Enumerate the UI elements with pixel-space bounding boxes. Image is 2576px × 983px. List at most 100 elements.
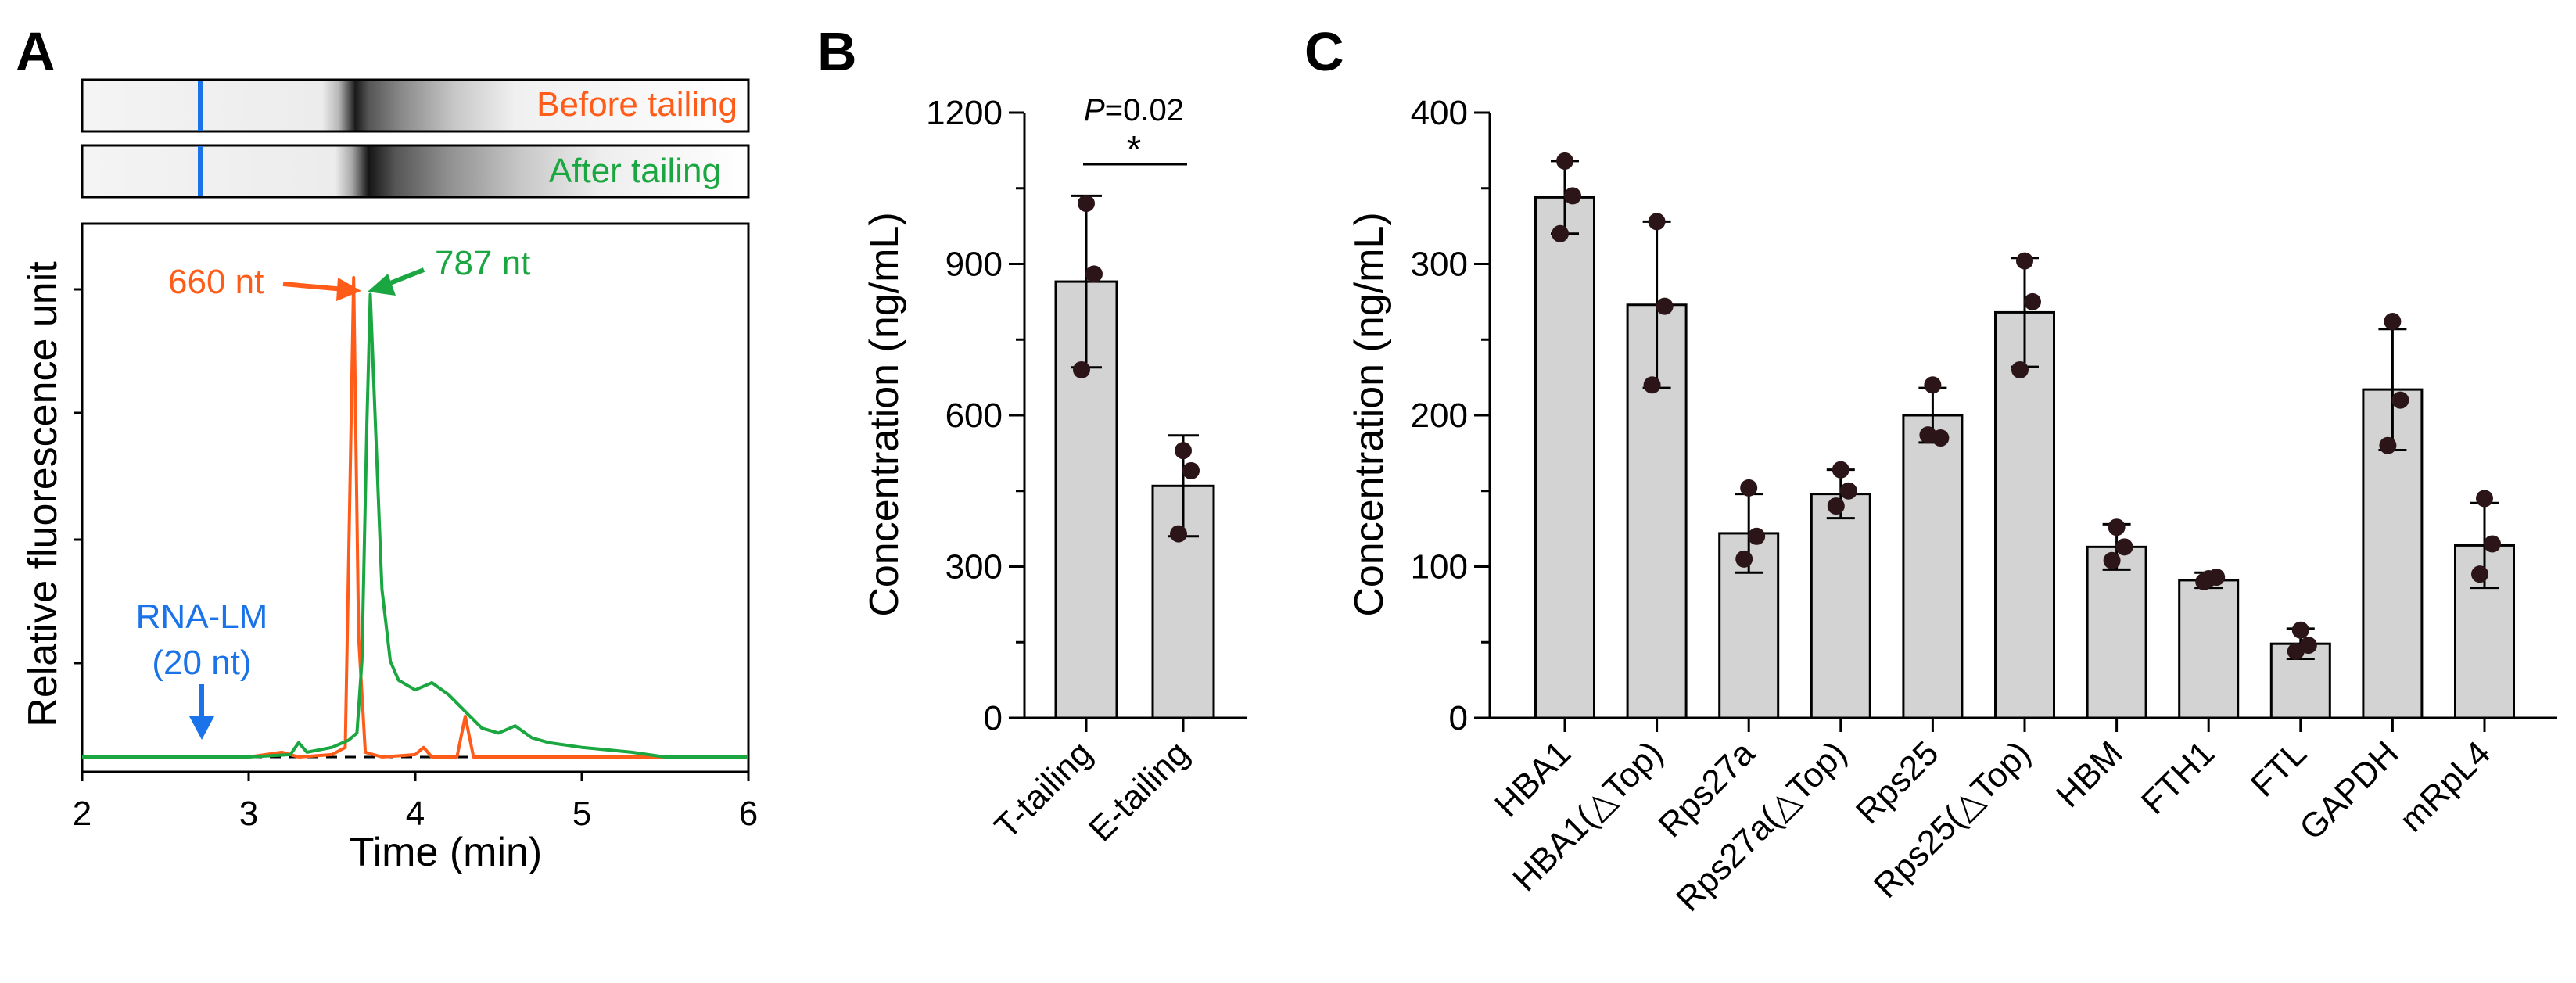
x-tick-label: mRpL4 bbox=[2392, 734, 2498, 839]
data-point bbox=[2476, 490, 2493, 508]
plot-b-ylabel: Concentration (ng/mL) bbox=[862, 212, 907, 616]
series-line-after-tailing bbox=[82, 292, 748, 759]
arrow-down-icon bbox=[189, 716, 214, 740]
gel-lane-before-label: Before tailing bbox=[536, 85, 737, 124]
bar bbox=[1534, 196, 1595, 719]
panel-label-c: C bbox=[1304, 21, 1344, 82]
annotation-787nt-label: 787 nt bbox=[435, 244, 530, 282]
x-tick-label: HBM bbox=[2049, 734, 2130, 815]
x-tick-label: E-tailing bbox=[1082, 734, 1197, 848]
y-tick-label: 300 bbox=[945, 548, 1003, 587]
y-tick-label: 300 bbox=[1411, 246, 1468, 284]
annotation-rna-lm: RNA-LM (20 nt) bbox=[136, 597, 268, 740]
data-point bbox=[1556, 152, 1573, 170]
y-tick-label: 1200 bbox=[926, 94, 1003, 132]
data-point bbox=[1552, 224, 1569, 242]
x-tick-label: HBA1 bbox=[1487, 734, 1578, 824]
data-point bbox=[1740, 479, 1758, 497]
x-tick-label: 2 bbox=[73, 795, 91, 833]
data-point bbox=[1643, 376, 1661, 394]
data-point bbox=[2291, 621, 2309, 639]
x-tick-label: 3 bbox=[239, 795, 258, 833]
y-tick-label: 200 bbox=[1411, 396, 1468, 435]
data-point bbox=[1748, 527, 1766, 545]
data-point bbox=[2471, 565, 2488, 583]
data-point bbox=[2103, 551, 2121, 569]
x-tick-label: GAPDH bbox=[2292, 734, 2406, 847]
y-tick-label: 100 bbox=[1411, 548, 1468, 587]
annotation-787nt: 787 nt bbox=[368, 244, 530, 296]
plot-a-yticks bbox=[74, 288, 82, 665]
data-point bbox=[2287, 642, 2305, 660]
annotation-660nt-arrow-shaft bbox=[282, 282, 345, 292]
gel-lane-before: Before tailing bbox=[81, 78, 750, 133]
data-point bbox=[1839, 482, 1857, 500]
gel-lane-after-label: After tailing bbox=[549, 152, 721, 190]
plot-a-ylabel: Relative fluorescence unit bbox=[20, 261, 66, 727]
annotation-rna-lm-line1: RNA-LM bbox=[136, 597, 268, 636]
annotation-660nt: 660 nt bbox=[168, 263, 361, 301]
data-point bbox=[1175, 442, 1192, 460]
bar bbox=[1902, 414, 1964, 719]
gel-lane-after-band bbox=[81, 144, 750, 199]
data-point bbox=[1919, 426, 1937, 444]
gel-lane-after: After tailing bbox=[81, 144, 750, 199]
x-tick-label: T-tailing bbox=[987, 734, 1100, 846]
annotation-660nt-label: 660 nt bbox=[168, 263, 264, 301]
bar bbox=[2178, 579, 2240, 719]
annotation-787nt-arrow-shaft bbox=[385, 267, 425, 287]
p-value-label: P=0.02 bbox=[1084, 93, 1184, 127]
data-point bbox=[2391, 391, 2409, 409]
data-point bbox=[1827, 497, 1845, 515]
panel-c: C 0100200300400HBA1HBA1(△Top)Rps27aRps27… bbox=[1304, 21, 2557, 919]
data-point bbox=[1078, 195, 1095, 213]
x-tick-label: Rps27a(△Top) bbox=[1669, 734, 1854, 919]
data-point bbox=[2195, 572, 2213, 590]
data-point bbox=[1735, 550, 1753, 568]
data-point bbox=[2024, 292, 2041, 310]
data-point bbox=[2115, 538, 2133, 556]
data-point bbox=[2011, 361, 2029, 378]
data-point bbox=[2108, 518, 2126, 536]
significance-bracket: P=0.02 * bbox=[1083, 93, 1187, 170]
plot-a-xticks: 2 3 4 5 6 bbox=[73, 772, 758, 833]
panel-a: A Before tailing After tailing 2 3 4 5 6 660… bbox=[16, 21, 758, 875]
x-tick-label: 6 bbox=[739, 795, 758, 833]
p-symbol: P bbox=[1084, 93, 1105, 127]
data-point bbox=[2379, 436, 2397, 454]
data-point bbox=[2016, 252, 2033, 270]
data-point bbox=[1085, 265, 1103, 283]
x-tick-label: 5 bbox=[572, 795, 591, 833]
x-tick-label: FTL bbox=[2244, 734, 2314, 804]
plot-c-ylabel: Concentration (ng/mL) bbox=[1347, 212, 1392, 616]
y-tick-label: 0 bbox=[1449, 699, 1468, 737]
data-point bbox=[1073, 361, 1090, 378]
y-tick-label: 600 bbox=[945, 396, 1003, 435]
plot-c: 0100200300400HBA1HBA1(△Top)Rps27aRps27a(… bbox=[1411, 94, 2557, 919]
panel-label-a: A bbox=[16, 21, 56, 82]
gel-lane-before-band bbox=[81, 78, 750, 133]
bar bbox=[1810, 493, 1871, 719]
significance-star: * bbox=[1127, 129, 1142, 170]
y-tick-label: 900 bbox=[945, 246, 1003, 284]
data-point bbox=[1924, 376, 1942, 394]
x-tick-label: 4 bbox=[406, 795, 425, 833]
annotation-rna-lm-line2: (20 nt) bbox=[152, 644, 251, 682]
data-point bbox=[1170, 525, 1187, 543]
data-point bbox=[2384, 313, 2402, 331]
x-tick-label: FTH1 bbox=[2134, 734, 2222, 821]
data-point bbox=[1564, 187, 1581, 205]
p-value: =0.02 bbox=[1105, 93, 1184, 127]
panel-label-b: B bbox=[817, 21, 857, 82]
arrow-left-icon bbox=[368, 274, 396, 296]
bar bbox=[1994, 310, 2055, 719]
y-tick-label: 400 bbox=[1411, 94, 1468, 132]
arrow-right-icon bbox=[336, 278, 361, 301]
y-tick-label: 0 bbox=[984, 699, 1003, 737]
data-point bbox=[1182, 461, 1200, 479]
series-line-before-tailing bbox=[82, 276, 748, 759]
plot-a-xlabel: Time (min) bbox=[350, 830, 543, 875]
